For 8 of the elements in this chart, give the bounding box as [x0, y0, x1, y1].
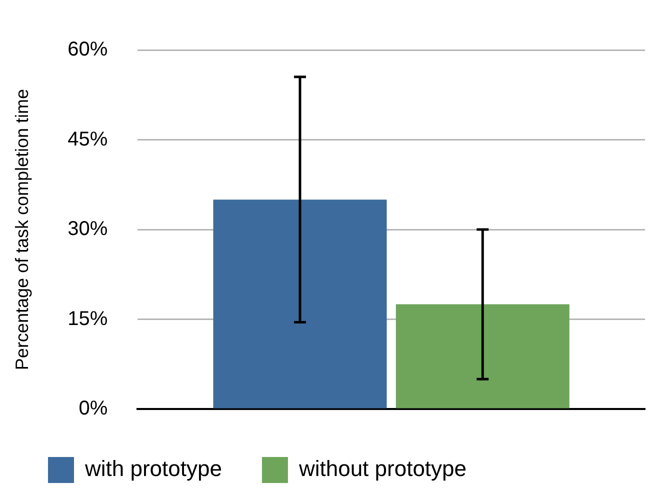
y-tick-label: 0% — [78, 398, 108, 420]
y-tick-label: 30% — [68, 218, 108, 240]
y-tick-label: 45% — [68, 128, 108, 150]
y-tick-label: 60% — [68, 38, 108, 61]
legend-label: without prototype — [298, 456, 467, 482]
y-axis-title: Percentage of task completion time — [12, 88, 32, 370]
y-tick-label: 15% — [68, 308, 108, 330]
legend-label: with prototype — [84, 456, 222, 482]
